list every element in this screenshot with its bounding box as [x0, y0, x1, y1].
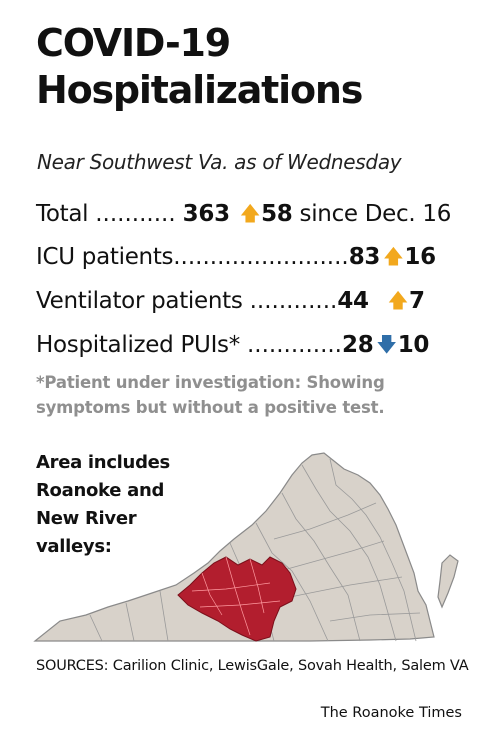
- stat-row-total: Total ........... 363 🡅58 since Dec. 16: [36, 198, 451, 228]
- leader-dots: ...........: [95, 201, 176, 227]
- stat-change: 7: [409, 288, 425, 314]
- stat-row-puis: Hospitalized PUIs* .............28 🡇10: [36, 329, 429, 359]
- leader-dots: ........................: [173, 244, 349, 270]
- stat-row-icu: ICU patients........................83 🡅1…: [36, 241, 436, 271]
- virginia-state-shape: [33, 452, 435, 642]
- down-arrow-icon: 🡇: [376, 332, 397, 356]
- area-note: Area includes Roanoke and New River vall…: [36, 452, 170, 557]
- stat-label: ICU patients: [36, 244, 174, 270]
- stat-change: 58: [261, 201, 293, 227]
- up-arrow-icon: 🡅: [387, 288, 409, 312]
- virginia-map: [33, 452, 459, 642]
- leader-dots: ............: [249, 288, 338, 314]
- eastern-shore-shape: [437, 554, 459, 609]
- stat-value: 83: [348, 244, 381, 270]
- stat-value: 28: [342, 332, 374, 358]
- stat-value: 363: [182, 201, 230, 227]
- stat-value: 44: [337, 288, 369, 314]
- stat-label: Ventilator patients: [36, 288, 243, 314]
- stat-since: since Dec. 16: [299, 201, 452, 227]
- stat-label: Hospitalized PUIs*: [36, 332, 240, 358]
- subtitle: Near Southwest Va. as of Wednesday: [37, 150, 402, 174]
- title-line-2: Hospitalizations: [36, 68, 363, 112]
- page-title: COVID-19 Hospitalizations: [36, 20, 363, 114]
- stat-row-ventilator: Ventilator patients ............44 🡅7: [36, 285, 425, 315]
- stat-change: 10: [397, 332, 430, 358]
- up-arrow-icon: 🡅: [383, 244, 404, 268]
- stat-change: 16: [404, 244, 436, 270]
- leader-dots: .............: [246, 332, 342, 358]
- sources-note: SOURCES: Carilion Clinic, LewisGale, Sov…: [36, 658, 469, 674]
- footnote: *Patient under investigation: Showing sy…: [36, 373, 385, 417]
- title-line-1: COVID-19: [36, 21, 231, 65]
- up-arrow-icon: 🡅: [239, 201, 261, 225]
- highlighted-region-shape: [177, 556, 297, 642]
- publisher-credit: The Roanoke Times: [320, 705, 462, 721]
- stat-label: Total: [36, 201, 89, 227]
